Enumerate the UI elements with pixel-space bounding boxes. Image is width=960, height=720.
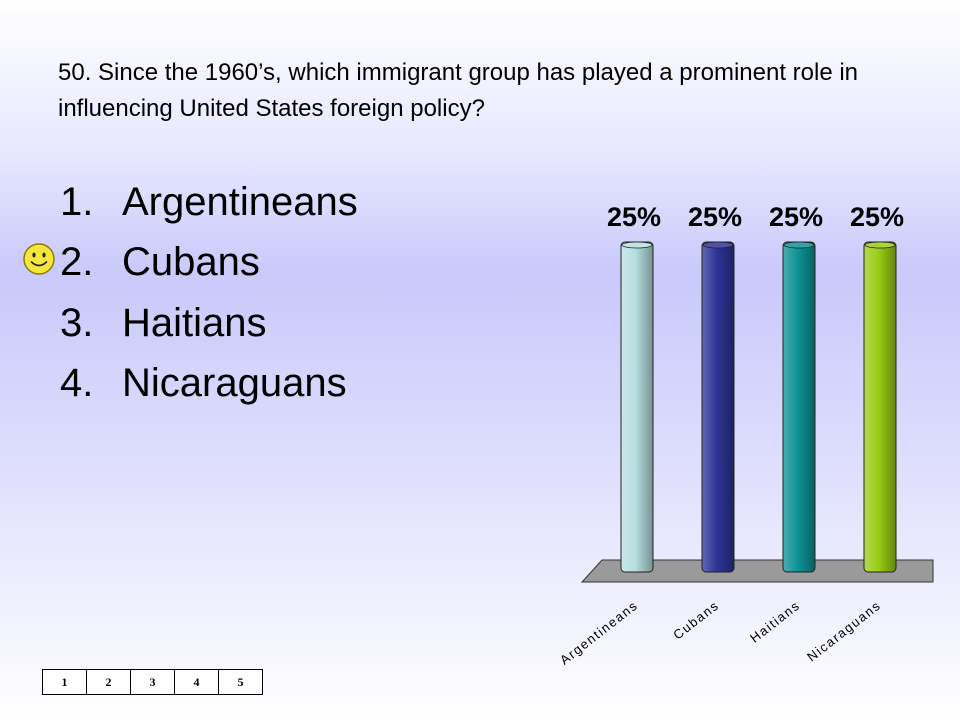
counter-cell: 4	[175, 670, 219, 694]
bar-cap	[783, 241, 815, 249]
counter-cell: 1	[43, 670, 87, 694]
answer-label: Cubans	[122, 240, 260, 284]
answer-label: Nicaraguans	[122, 361, 347, 405]
bar-haitians	[782, 241, 816, 573]
counter-cell: 5	[237, 675, 244, 689]
answer-option-4[interactable]: 4. Nicaraguans	[60, 353, 347, 413]
answer-option-1[interactable]: 1. Argentineans	[60, 172, 358, 232]
answer-number: 4.	[60, 361, 94, 405]
answer-label: Argentineans	[122, 180, 358, 224]
response-counter: 1 2 3 4 5	[42, 669, 263, 695]
counter-cell: 3	[131, 670, 175, 694]
chart-floor	[580, 559, 934, 583]
bar-cap	[702, 241, 734, 249]
bar-value-label: 25%	[688, 202, 742, 232]
bar-value-label: 25%	[607, 202, 661, 232]
answer-number: 1.	[60, 180, 94, 224]
category-label: Nicaraguans	[804, 598, 884, 665]
bar-cap	[864, 241, 896, 249]
answer-option-3[interactable]: 3. Haitians	[60, 293, 267, 353]
category-label: Argentineans	[557, 598, 641, 668]
question-text: 50. Since the 1960’s, which immigrant gr…	[58, 59, 859, 122]
counter-cell: 2	[87, 670, 131, 694]
bar-argentineans	[620, 241, 654, 573]
smiley-icon	[23, 243, 55, 275]
answer-option-2[interactable]: 2. Cubans	[60, 232, 260, 292]
answer-label: Haitians	[122, 301, 267, 345]
answer-number: 2.	[60, 240, 94, 284]
bar-value-label: 25%	[850, 202, 904, 232]
answer-number: 3.	[60, 301, 94, 345]
bar-cubans	[701, 241, 735, 573]
bar-cap	[621, 241, 653, 249]
category-label: Cubans	[670, 598, 722, 643]
results-bar-chart: 25% 25% 25% 25% Argentineans Cubans Haitians N…	[557, 202, 934, 668]
bar-nicaraguans	[863, 241, 897, 573]
category-label: Haitians	[747, 598, 803, 646]
bar-value-label: 25%	[769, 202, 823, 232]
